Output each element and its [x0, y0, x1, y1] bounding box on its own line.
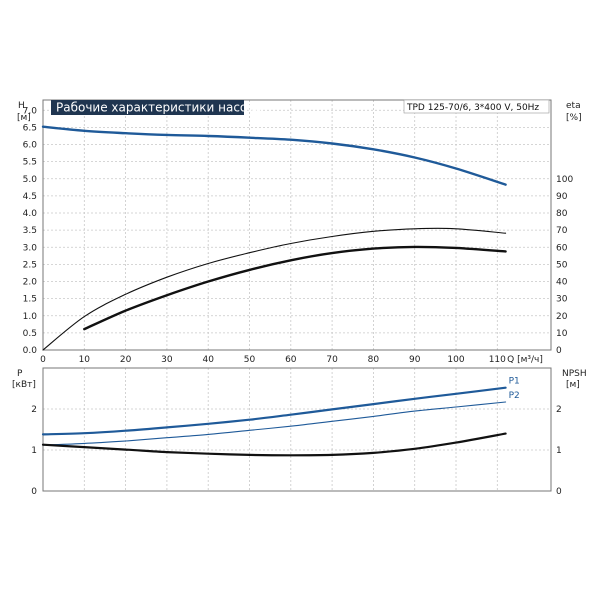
- x-axis-label: Q [м³/ч]: [507, 355, 543, 365]
- y-left-tick-top: 5.0: [23, 175, 38, 185]
- series-line-top-2: [83, 245, 507, 331]
- y-right-unit-bottom: [м]: [566, 380, 580, 390]
- y-left-label-top: H: [18, 101, 25, 111]
- y-left-tick-top: 2.0: [23, 278, 38, 288]
- series-label-p1: P1: [509, 377, 520, 387]
- x-tick-label: 90: [409, 355, 421, 365]
- y-left-unit-bottom: [кВт]: [12, 380, 36, 390]
- series-label-p2: P2: [509, 391, 520, 401]
- y-right-tick-top: 100: [556, 175, 573, 185]
- chart-title-box: [51, 100, 244, 115]
- plot-frame-bottom: [42, 367, 552, 492]
- y-left-tick-top: 5.5: [23, 158, 37, 168]
- model-label: TPD 125-70/6, 3*400 V, 50Hz: [406, 103, 539, 113]
- y-left-tick-top: 1.5: [23, 295, 37, 305]
- x-tick-label: 20: [120, 355, 132, 365]
- model-box: [403, 99, 550, 114]
- y-right-tick-top: 90: [556, 192, 568, 202]
- y-left-tick-top: 6.0: [23, 141, 38, 151]
- series-line-top-0: [41, 125, 507, 186]
- y-right-tick-top: 50: [556, 260, 568, 270]
- y-left-tick-bottom: 0: [31, 487, 37, 497]
- y-left-unit-top: [м]: [17, 113, 31, 123]
- x-tick-label: 80: [368, 355, 380, 365]
- y-right-tick-top: 30: [556, 295, 568, 305]
- series-line-bottom-1: [42, 401, 507, 446]
- y-left-tick-top: 2.5: [23, 260, 37, 270]
- y-left-tick-top: 1.0: [23, 312, 38, 322]
- y-left-tick-top: 6.5: [23, 123, 37, 133]
- y-left-tick-top: 3.0: [23, 243, 38, 253]
- y-right-tick-top: 70: [556, 226, 568, 236]
- x-tick-label: 60: [285, 355, 297, 365]
- x-tick-label: 100: [447, 355, 464, 365]
- y-right-label-top: eta: [566, 101, 581, 111]
- y-right-tick-top: 40: [556, 278, 568, 288]
- x-tick-label: 40: [202, 355, 214, 365]
- y-right-unit-top: [%]: [566, 113, 582, 123]
- y-left-tick-top: 0.0: [23, 346, 38, 356]
- y-right-tick-bottom: 2: [556, 405, 562, 415]
- plot-frame-top: [42, 99, 552, 351]
- series-line-bottom-2: [41, 432, 507, 457]
- y-left-tick-top: 3.5: [23, 226, 37, 236]
- x-tick-label: 10: [79, 355, 91, 365]
- x-tick-label: 0: [40, 355, 46, 365]
- series-line-top-1: [42, 227, 507, 351]
- x-tick-label: 110: [489, 355, 506, 365]
- y-right-tick-bottom: 1: [556, 446, 562, 456]
- y-left-tick-top: 0.5: [23, 329, 37, 339]
- y-left-label-bottom: P: [17, 369, 23, 379]
- y-right-tick-top: 0: [556, 346, 562, 356]
- series-line-bottom-0: [41, 386, 507, 436]
- y-left-tick-bottom: 2: [31, 405, 37, 415]
- y-right-tick-top: 80: [556, 209, 568, 219]
- y-right-tick-top: 20: [556, 312, 568, 322]
- y-left-tick-bottom: 1: [31, 446, 37, 456]
- y-right-label-bottom: NPSH: [562, 369, 587, 379]
- y-right-tick-top: 60: [556, 243, 568, 253]
- y-left-tick-top: 4.0: [23, 209, 38, 219]
- x-tick-label: 50: [244, 355, 256, 365]
- chart-title: Рабочие характеристики насоса: [56, 101, 261, 115]
- y-right-tick-top: 10: [556, 329, 568, 339]
- y-left-tick-top: 7.0: [23, 106, 38, 116]
- x-tick-label: 30: [161, 355, 173, 365]
- x-tick-label: 70: [326, 355, 338, 365]
- y-right-tick-bottom: 0: [556, 487, 562, 497]
- y-left-tick-top: 4.5: [23, 192, 37, 202]
